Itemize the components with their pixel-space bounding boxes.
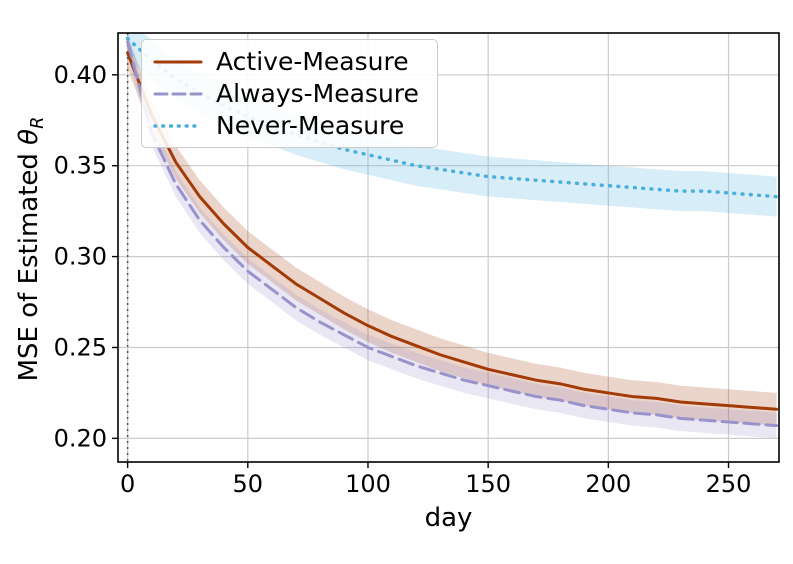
legend-entry: Active-Measure [152,47,419,76]
legend-line-sample [153,60,203,63]
tick-labels: 0 50 100 150 200 250 0.20 0.25 0.30 0.35 0.40 [54,61,752,498]
x-tick-label: 0 [120,470,135,498]
tick-marks [112,74,730,468]
legend-label: Never-Measure [216,111,405,140]
x-tick-label: 250 [706,470,752,498]
active-measure-line [126,51,779,411]
y-tick-label: 0.30 [54,243,107,271]
legend-entry: Never-Measure [152,111,419,140]
legend-label: Always-Measure [216,79,419,108]
always-measure-line [126,40,779,428]
x-axis-label: day [424,503,473,533]
legend-entry: Always-Measure [152,79,419,108]
x-tick-label: 50 [233,470,264,498]
never-measure-band [127,33,777,217]
active-measure-band [127,36,777,426]
plot-border [117,32,780,463]
x-tick-label: 100 [345,470,391,498]
y-tick-label: 0.20 [54,424,107,452]
legend-line-sample [153,92,203,95]
y-tick-label: 0.25 [54,333,107,361]
y-axis-label-text: MSE of Estimated θR [14,116,49,382]
legend-line-sample [153,123,203,128]
y-tick-label: 0.35 [54,152,107,180]
x-tick-label: 200 [585,470,631,498]
legend: Active-Measure Always-Measure Never-Measur… [141,39,438,148]
y-axis-label: MSE of Estimated θR [14,33,49,465]
y-tick-label: 0.40 [54,61,107,89]
legend-label: Active-Measure [216,47,409,76]
x-tick-label: 150 [465,470,511,498]
